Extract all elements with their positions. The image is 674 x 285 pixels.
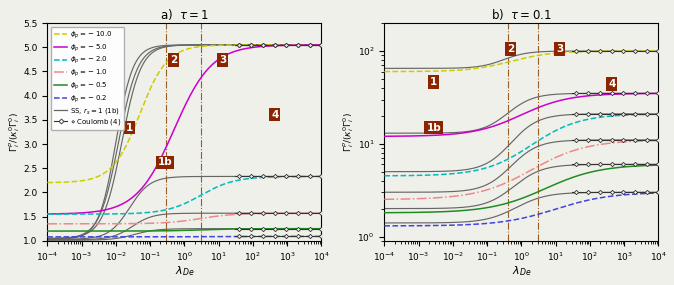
Y-axis label: $\Gamma_i^p/(\kappa_i^0\Gamma_i^0)$: $\Gamma_i^p/(\kappa_i^0\Gamma_i^0)$ [7,112,22,152]
Text: 2: 2 [507,44,514,54]
Text: 3: 3 [219,55,226,65]
Legend: $\phi_p=-10.0$, $\phi_p=-5.0$, $\phi_p=-2.0$, $\phi_p=-1.0$, $\phi_p=-0.5$, $\ph: $\phi_p=-10.0$, $\phi_p=-5.0$, $\phi_p=-… [51,27,124,130]
Text: 1: 1 [126,123,133,133]
Title: b)  $\tau = 0.1$: b) $\tau = 0.1$ [491,7,552,22]
Text: 2: 2 [170,55,177,65]
Y-axis label: $\Gamma_i^p/(\kappa_i^0\Gamma_i^0)$: $\Gamma_i^p/(\kappa_i^0\Gamma_i^0)$ [341,112,356,152]
X-axis label: $\lambda_{De}$: $\lambda_{De}$ [512,264,531,278]
Text: 1b: 1b [158,157,173,167]
Text: 4: 4 [608,79,615,89]
Text: 1: 1 [430,77,437,87]
Title: a)  $\tau = 1$: a) $\tau = 1$ [160,7,209,22]
Text: 1b: 1b [427,123,441,133]
Text: 3: 3 [556,44,563,54]
X-axis label: $\lambda_{De}$: $\lambda_{De}$ [175,264,194,278]
Text: 4: 4 [271,109,278,119]
